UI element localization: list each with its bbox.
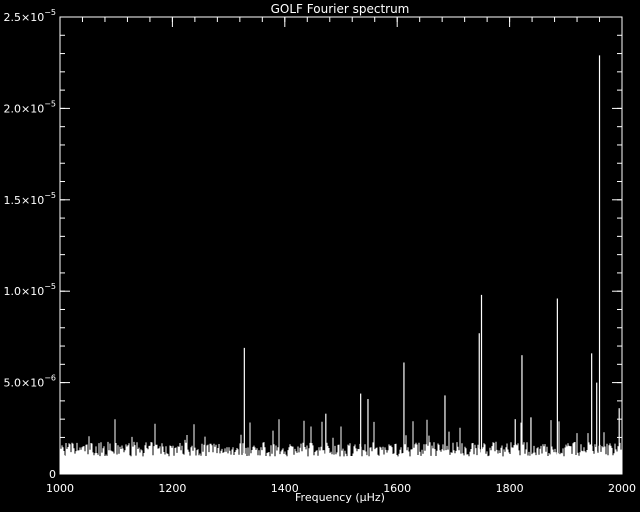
noise-fill bbox=[60, 457, 622, 474]
y-tick-label: 1.5×10−5 bbox=[3, 191, 56, 207]
x-tick-label: 1000 bbox=[46, 482, 74, 495]
x-tick-label: 1800 bbox=[496, 482, 524, 495]
x-axis-label: Frequency (μHz) bbox=[295, 491, 385, 504]
y-tick-label: 2.0×10−5 bbox=[3, 99, 56, 115]
plot-area bbox=[59, 55, 623, 474]
axis-ticks bbox=[59, 16, 623, 475]
y-tick-label: 2.5×10−5 bbox=[3, 8, 56, 24]
plot-frame bbox=[59, 16, 623, 475]
x-tick-label: 1400 bbox=[271, 482, 299, 495]
y-tick-label: 5.0×10−6 bbox=[3, 374, 56, 390]
x-tick-label: 2000 bbox=[608, 482, 636, 495]
x-tick-label: 1600 bbox=[383, 482, 411, 495]
y-tick-label: 1.0×10−5 bbox=[3, 282, 56, 298]
y-tick-label: 0 bbox=[49, 468, 56, 481]
axis-tick-labels: 1000 1200 1400 1600 1800 2000 0 5.0×10−6 1.0×10−… bbox=[3, 8, 636, 495]
chart-title: GOLF Fourier spectrum bbox=[271, 2, 410, 16]
x-tick-label: 1200 bbox=[158, 482, 186, 495]
